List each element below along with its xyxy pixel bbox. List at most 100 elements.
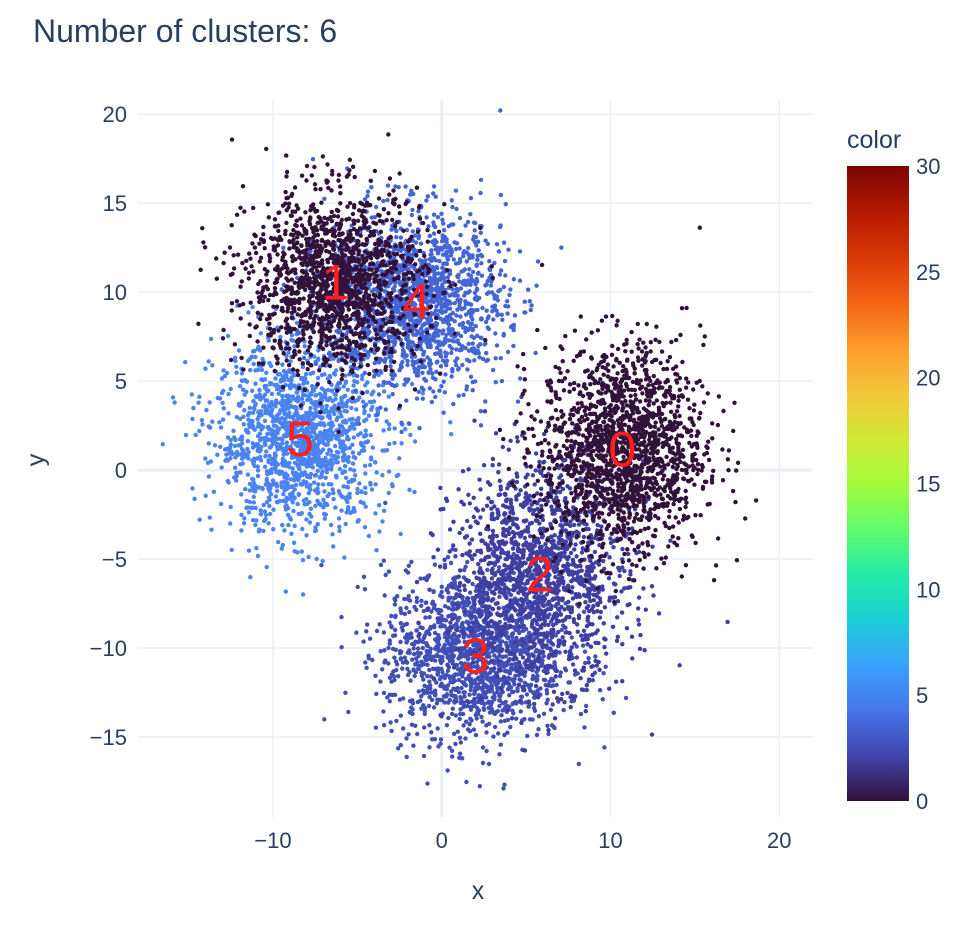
data-point xyxy=(414,599,419,604)
data-point xyxy=(614,638,620,643)
data-point xyxy=(199,418,205,423)
data-point xyxy=(478,230,483,235)
data-point xyxy=(302,502,307,507)
data-point xyxy=(387,641,392,646)
data-point xyxy=(283,400,288,406)
data-point xyxy=(518,709,523,714)
data-point xyxy=(497,703,502,709)
data-point xyxy=(253,401,258,406)
data-point xyxy=(376,383,381,388)
data-point xyxy=(436,271,441,276)
data-point xyxy=(378,405,383,410)
data-point xyxy=(310,387,315,392)
data-point xyxy=(344,497,349,503)
data-point xyxy=(340,404,345,409)
data-point xyxy=(211,489,217,494)
data-point xyxy=(352,378,357,384)
data-point xyxy=(582,649,588,654)
data-point xyxy=(427,667,432,673)
data-point xyxy=(304,464,309,469)
data-point xyxy=(256,394,261,399)
data-point xyxy=(494,294,500,299)
data-point xyxy=(567,649,573,654)
data-point xyxy=(246,510,252,515)
data-point xyxy=(493,710,499,715)
data-point xyxy=(371,287,377,292)
data-point xyxy=(521,649,527,654)
data-point xyxy=(549,641,554,646)
data-point xyxy=(374,691,379,697)
data-point xyxy=(424,300,430,305)
data-point xyxy=(404,353,409,358)
data-point xyxy=(378,649,383,654)
data-point xyxy=(353,388,358,393)
data-point xyxy=(267,511,273,517)
data-point xyxy=(420,396,425,401)
data-point xyxy=(307,511,312,517)
data-point xyxy=(447,271,452,277)
data-point xyxy=(410,229,415,234)
data-point xyxy=(433,658,438,663)
data-point xyxy=(221,406,226,411)
data-point xyxy=(233,465,238,470)
data-point xyxy=(197,394,202,399)
data-point xyxy=(313,528,319,533)
data-point xyxy=(430,239,435,244)
data-point xyxy=(333,443,338,449)
data-point xyxy=(414,607,419,612)
data-point xyxy=(381,630,387,635)
data-point xyxy=(329,432,334,437)
data-point xyxy=(495,690,500,695)
data-point xyxy=(344,446,349,451)
data-point xyxy=(570,662,576,667)
data-point xyxy=(623,695,629,701)
data-point xyxy=(494,242,500,247)
data-point xyxy=(291,540,297,545)
data-point xyxy=(351,383,356,388)
data-point xyxy=(251,459,257,464)
data-point xyxy=(341,384,346,389)
data-point xyxy=(405,362,410,368)
data-point xyxy=(392,288,397,293)
data-point xyxy=(382,660,387,665)
data-point xyxy=(423,600,428,605)
data-point xyxy=(258,458,264,463)
data-point xyxy=(457,279,462,284)
data-point xyxy=(241,521,247,526)
data-point xyxy=(456,272,461,278)
data-point xyxy=(401,326,407,331)
data-point xyxy=(351,435,356,440)
data-point xyxy=(445,668,451,673)
data-point xyxy=(339,397,344,403)
data-point xyxy=(530,473,536,478)
data-point xyxy=(419,385,424,390)
data-point xyxy=(319,474,324,479)
data-point xyxy=(274,424,279,429)
data-point xyxy=(262,437,267,442)
data-point xyxy=(339,444,344,450)
data-point xyxy=(301,355,307,361)
data-point xyxy=(279,469,285,475)
data-point xyxy=(400,359,405,365)
data-point xyxy=(551,689,557,694)
data-point xyxy=(532,691,537,697)
data-point xyxy=(444,634,450,640)
data-point xyxy=(501,333,506,338)
data-point xyxy=(314,403,320,408)
data-point xyxy=(396,270,402,275)
data-point xyxy=(521,623,526,628)
data-point xyxy=(277,436,283,441)
data-point xyxy=(503,303,508,309)
data-point xyxy=(457,568,463,573)
data-point xyxy=(363,490,368,496)
data-point xyxy=(332,406,337,411)
data-point xyxy=(454,286,460,292)
data-point xyxy=(572,641,577,646)
data-point xyxy=(462,694,467,699)
data-point xyxy=(266,458,271,463)
data-point xyxy=(259,367,265,373)
data-point xyxy=(245,446,250,452)
data-point xyxy=(387,692,392,697)
data-point xyxy=(466,341,471,347)
data-point xyxy=(210,363,215,368)
